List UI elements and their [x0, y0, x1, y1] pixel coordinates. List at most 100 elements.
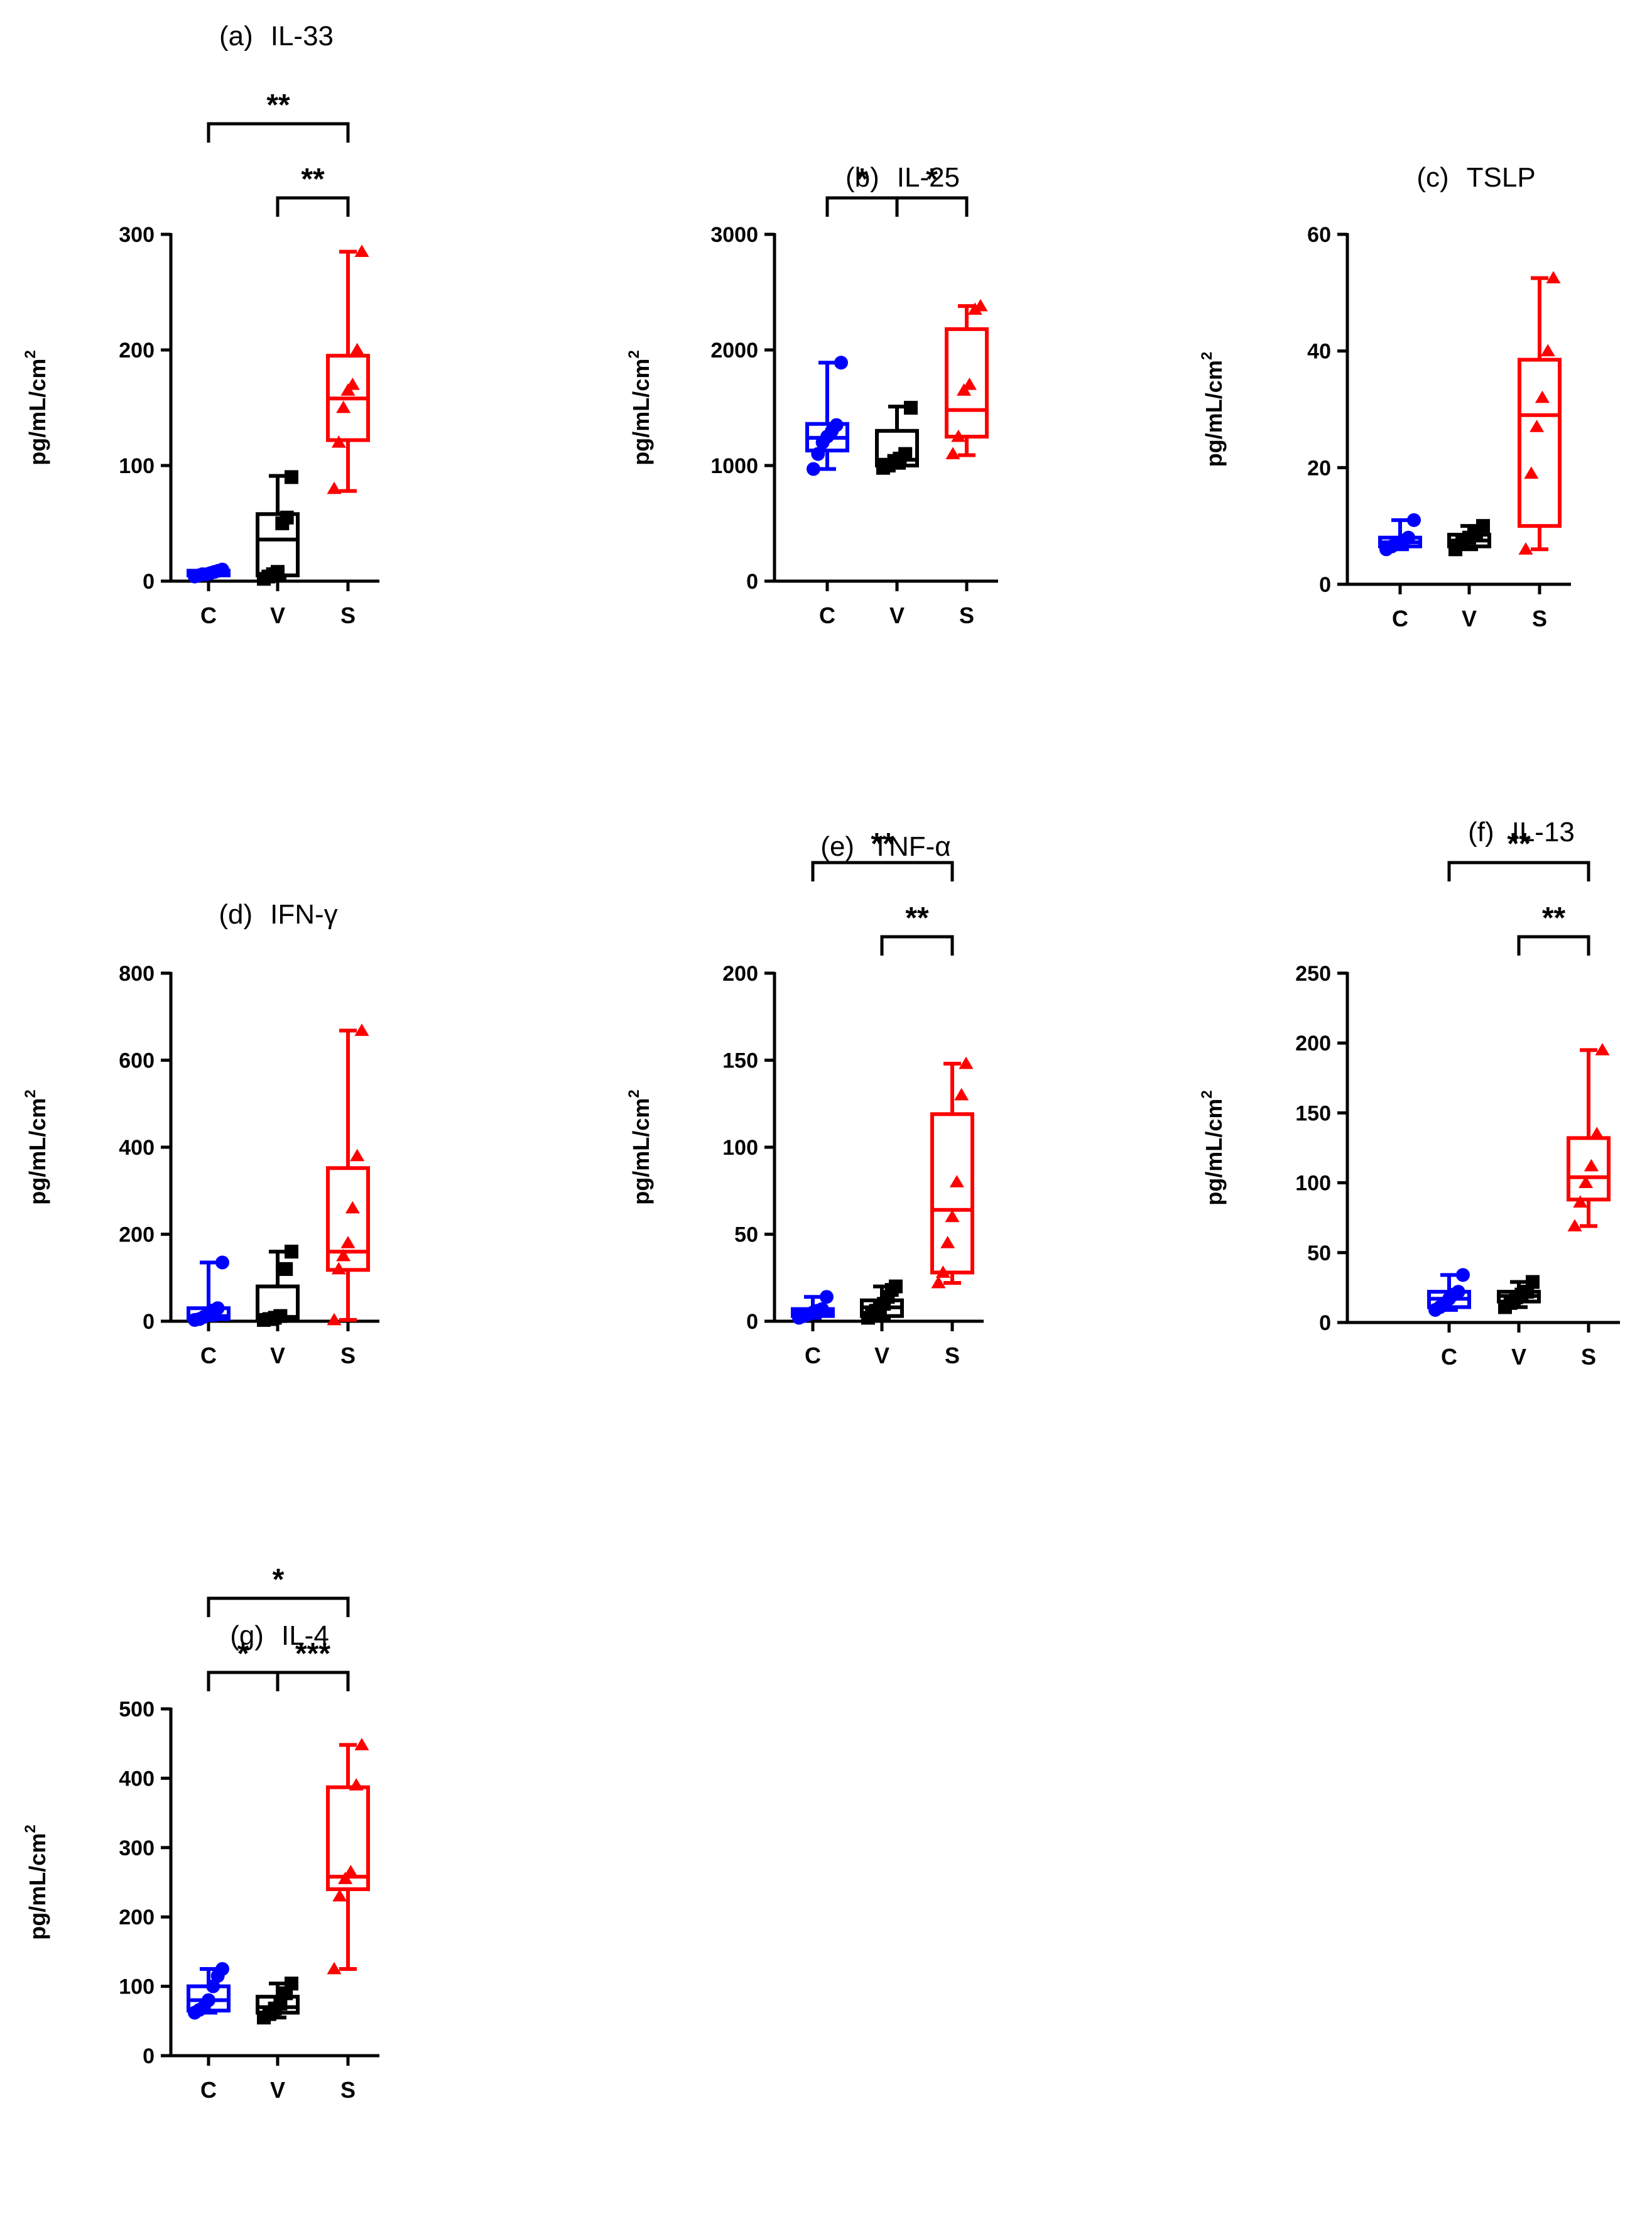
panel-title-name: TNF-α	[872, 831, 951, 862]
y-axis-label-base: pg/mL/cm	[24, 1833, 50, 1940]
y-tick-label: 0	[1319, 1311, 1331, 1335]
y-tick-label: 800	[119, 962, 155, 986]
data-point	[962, 377, 977, 390]
data-point	[931, 1275, 946, 1289]
box-iqr	[1567, 1136, 1611, 1202]
box-v	[256, 1977, 300, 2025]
y-axis-label-superscript: 2	[1198, 352, 1215, 360]
y-tick-label: 50	[734, 1223, 758, 1247]
box-v	[1497, 1275, 1541, 1314]
data-point	[1526, 1275, 1540, 1289]
x-category-label: V	[874, 1343, 889, 1368]
bracket-line	[276, 1671, 350, 1691]
bracket-line	[1517, 935, 1590, 956]
box-iqr	[930, 1112, 974, 1275]
data-point	[1451, 1285, 1465, 1299]
data-point	[1401, 530, 1416, 545]
panel-title: (b) IL-25	[845, 162, 960, 193]
x-category-label: C	[200, 1343, 217, 1368]
panel-f: (f) IL-13 pg/mL/cm2 0 50 100 150 200 250 C V S ** **	[1198, 817, 1620, 1370]
data-point	[327, 481, 342, 494]
y-tick-label: 40	[1307, 340, 1331, 364]
data-point	[273, 1309, 288, 1323]
y-tick-label: 100	[1295, 1172, 1331, 1196]
y-axis-label-superscript: 2	[1198, 1090, 1215, 1098]
x-category-label: S	[1532, 606, 1547, 631]
significance-bracket: **	[276, 163, 350, 217]
panel-title: (a) IL-33	[219, 21, 334, 52]
y-tick-label: 100	[119, 1975, 155, 1999]
x-category-label: V	[1511, 1344, 1526, 1370]
box-iqr	[1518, 357, 1562, 528]
significance-bracket: *	[207, 1563, 350, 1617]
significance-label: *	[237, 1637, 249, 1671]
y-tick-label: 0	[746, 1310, 758, 1334]
data-point	[206, 1979, 220, 1993]
data-point	[1579, 1175, 1594, 1189]
y-tick-label: 0	[1319, 573, 1331, 597]
box-c	[1427, 1268, 1471, 1317]
data-point	[343, 1865, 358, 1877]
data-point	[1456, 1268, 1470, 1282]
data-point	[834, 356, 848, 370]
panel-title-tag: (b)	[845, 162, 879, 193]
bracket-line	[811, 861, 954, 881]
data-point	[336, 1248, 351, 1262]
y-axis-label-superscript: 2	[22, 350, 39, 358]
y-tick-label: 200	[1295, 1032, 1331, 1055]
data-point	[1540, 344, 1555, 357]
box-s	[930, 1056, 974, 1289]
panel-title-tag: (a)	[219, 21, 253, 52]
y-axis-label-base: pg/mL/cm	[24, 359, 50, 466]
y-tick-label: 300	[119, 1836, 155, 1860]
data-point	[336, 400, 351, 413]
box-s	[945, 298, 989, 460]
bracket-line	[895, 196, 969, 217]
data-point	[1530, 420, 1545, 432]
panel-title-tag: (f)	[1468, 817, 1494, 848]
box-s	[326, 244, 370, 494]
significance-bracket: ***	[276, 1637, 350, 1691]
y-axis-label: pg/mL/cm2	[22, 1089, 50, 1204]
panel-title-tag: (d)	[219, 899, 253, 930]
box-s	[326, 1738, 370, 1975]
data-point	[271, 565, 285, 579]
y-tick-label: 0	[143, 1310, 155, 1334]
y-tick-label: 200	[119, 1906, 155, 1929]
panel-d: (d) IFN-γ pg/mL/cm2 0 200 400 600 800 C V S	[22, 899, 379, 1368]
panel-title: (d) IFN-γ	[219, 899, 337, 930]
box-iqr	[326, 1166, 370, 1272]
data-point	[285, 470, 298, 484]
x-category-label: S	[1581, 1344, 1596, 1370]
y-tick-label: 500	[119, 1698, 155, 1721]
significance-label: *	[856, 163, 868, 196]
data-point	[331, 1262, 346, 1275]
data-point	[215, 1255, 229, 1270]
x-category-label: C	[819, 603, 835, 628]
data-point	[350, 1148, 365, 1162]
box-iqr	[326, 1785, 370, 1892]
data-point	[1584, 1159, 1599, 1172]
box-c	[187, 562, 231, 584]
panel-title-name: IL-4	[281, 1620, 329, 1651]
y-axis-label-base: pg/mL/cm	[1201, 360, 1227, 467]
significance-label: **	[1507, 827, 1531, 861]
data-point	[349, 1778, 364, 1791]
data-point	[904, 401, 918, 415]
box-v	[1447, 519, 1491, 557]
data-point	[935, 1265, 950, 1278]
data-point	[1476, 519, 1490, 533]
y-tick-label: 60	[1307, 223, 1331, 247]
y-axis-label-base: pg/mL/cm	[24, 1098, 50, 1205]
y-axis-label: pg/mL/cm2	[1198, 352, 1227, 467]
data-point	[898, 447, 913, 461]
box-c	[187, 1255, 231, 1327]
x-category-label: C	[805, 1343, 821, 1368]
data-point	[202, 1993, 215, 2007]
box-c	[187, 1962, 231, 2020]
y-axis-label-base: pg/mL/cm	[628, 1098, 654, 1205]
y-tick-label: 1000	[710, 454, 758, 478]
x-category-label: S	[340, 603, 356, 628]
